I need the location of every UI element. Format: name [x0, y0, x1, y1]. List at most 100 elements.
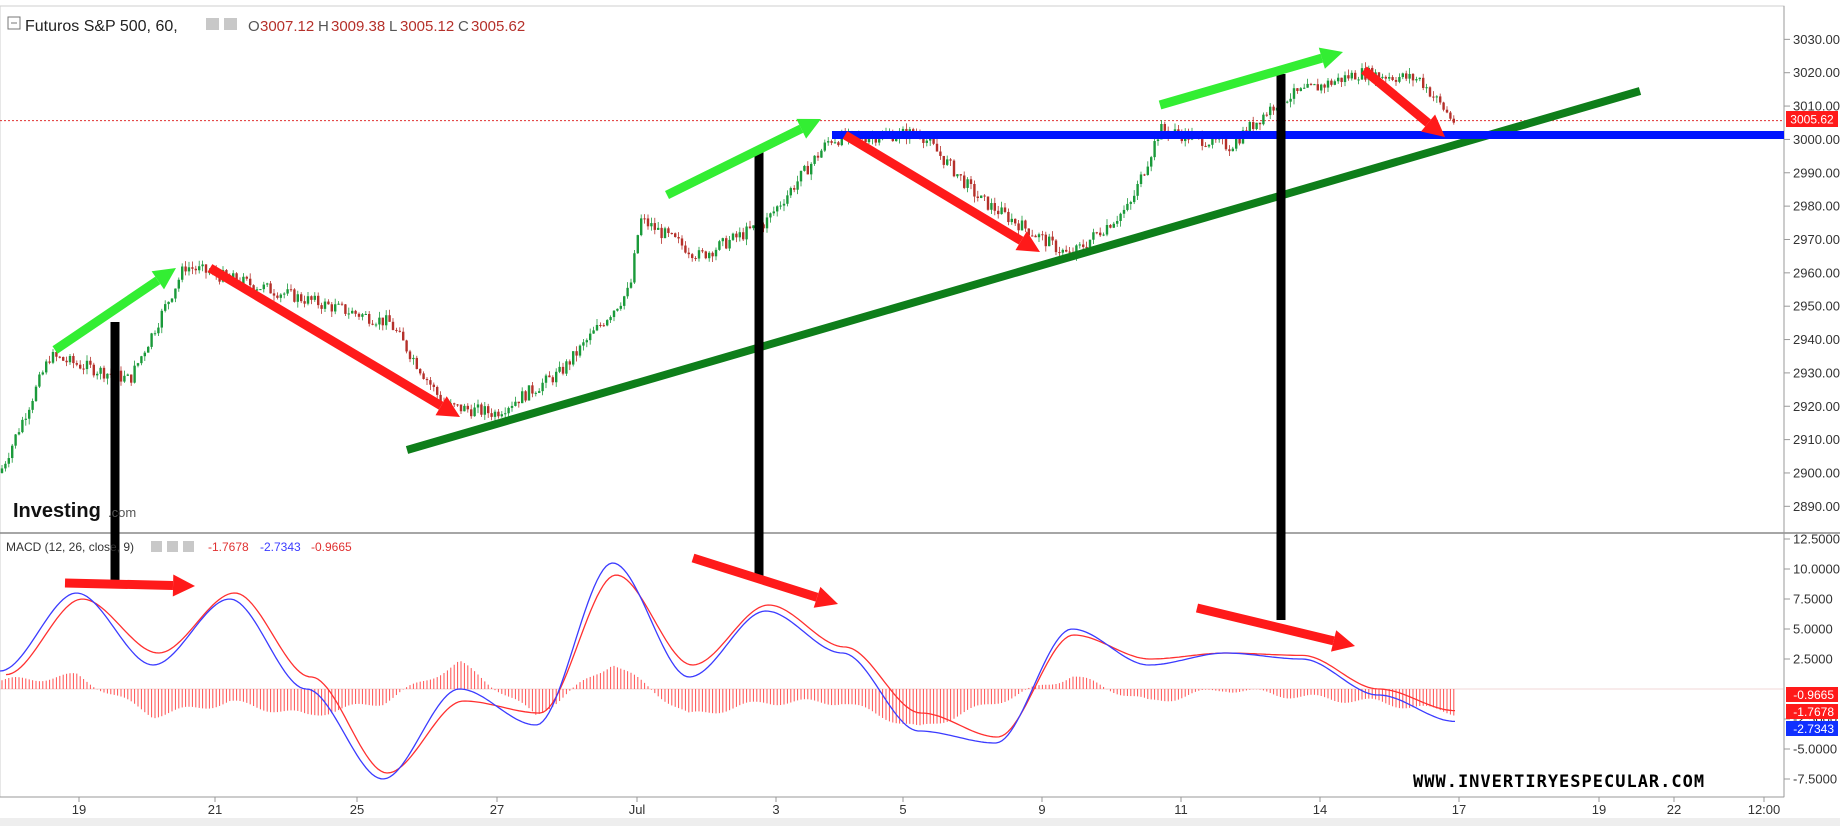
- candle-body: [1286, 101, 1289, 103]
- candle-body: [799, 170, 803, 182]
- bottom-toolbar[interactable]: [0, 818, 1840, 826]
- time-tick-label: Jul: [629, 802, 646, 817]
- candle-body: [130, 374, 133, 383]
- investing-logo: Investing .com: [13, 500, 136, 522]
- candle-body: [1343, 75, 1347, 83]
- candle-body: [391, 321, 395, 330]
- candle-body: [653, 223, 656, 230]
- candle-body: [133, 365, 136, 383]
- candle-body: [878, 139, 881, 143]
- candle-body: [1398, 77, 1401, 82]
- candle-body: [1054, 240, 1058, 253]
- candle-body: [796, 181, 799, 190]
- candle-body: [385, 315, 388, 326]
- candle-body: [1173, 129, 1177, 133]
- candle-body: [782, 203, 786, 206]
- candle-body: [320, 305, 323, 309]
- watermark: WWW.INVERTIRYESPECULAR.COM: [1413, 772, 1705, 792]
- macd-format-icon[interactable]: [167, 541, 178, 552]
- candle-body: [62, 357, 65, 361]
- candle-body: [966, 179, 969, 188]
- candle-body: [660, 227, 663, 239]
- candle-body: [578, 345, 582, 356]
- candle-body: [745, 226, 748, 240]
- candle-body: [1201, 135, 1204, 146]
- candle-body: [1102, 234, 1105, 236]
- time-tick-label: 19: [1592, 802, 1606, 817]
- candle-body: [585, 340, 588, 343]
- red-arrow-head: [813, 586, 838, 608]
- candle-body: [1255, 122, 1258, 130]
- symbol-title: Futuros S&P 500, 60,: [25, 18, 178, 35]
- collapse-icon[interactable]: [7, 16, 21, 30]
- candle-body: [306, 296, 310, 304]
- candle-body: [704, 251, 707, 259]
- candle-body: [7, 458, 10, 464]
- time-axis[interactable]: 19 21 25 27 Jul 3 5 9 11 14 17 19 22 12:00: [0, 796, 1784, 817]
- candle-body: [72, 355, 75, 364]
- candle-body: [697, 250, 701, 259]
- price-tick-label: 3000.00: [1793, 132, 1840, 147]
- candle-body: [541, 382, 544, 392]
- candle-body: [657, 227, 660, 230]
- candle-body: [1224, 138, 1228, 150]
- price-tick-label: 2960.00: [1793, 265, 1840, 280]
- candle-body: [643, 218, 646, 220]
- candle-body: [742, 232, 745, 240]
- candle-body: [925, 140, 928, 143]
- candle-body: [544, 375, 548, 383]
- candle-body: [1354, 72, 1357, 80]
- candle-body: [1377, 72, 1381, 78]
- candle-body: [993, 203, 996, 211]
- candle-body: [11, 445, 14, 459]
- candle-body: [640, 218, 643, 236]
- price-panel[interactable]: [0, 5, 1785, 534]
- candle-body: [344, 304, 347, 314]
- candle-body: [483, 406, 486, 415]
- hide-icon[interactable]: [224, 18, 237, 30]
- candle-body: [694, 258, 697, 260]
- settings-icon[interactable]: [206, 18, 219, 30]
- candle-body: [942, 155, 945, 165]
- candle-body: [793, 188, 796, 190]
- candle-body: [255, 289, 259, 291]
- candle-body: [276, 295, 279, 298]
- candle-body: [432, 384, 435, 387]
- candle-body: [1211, 135, 1214, 145]
- candle-body: [1207, 144, 1211, 147]
- candle-body: [901, 128, 905, 132]
- macd-tick-label: 7.5000: [1793, 592, 1833, 607]
- candle-body: [1235, 138, 1238, 149]
- candle-body: [728, 239, 731, 249]
- candle-body: [55, 351, 58, 357]
- candle-body: [289, 289, 293, 291]
- price-axis[interactable]: 3030.00 3020.00 3010.00 3000.00 2990.00 2980.…: [1784, 32, 1840, 514]
- candle-body: [453, 403, 456, 405]
- red-arrow-head: [435, 396, 460, 417]
- high-value: 3009.38: [331, 18, 385, 35]
- candle-body: [429, 380, 432, 385]
- green-arrow-head: [796, 118, 821, 139]
- candle-body: [765, 217, 769, 229]
- price-tick-label: 2980.00: [1793, 199, 1840, 214]
- candle-body: [65, 360, 68, 363]
- open-value: 3007.12: [260, 18, 314, 35]
- candle-body: [612, 310, 616, 318]
- open-label: O: [248, 18, 260, 35]
- candle-body: [1316, 84, 1319, 91]
- time-tick-label: 27: [490, 802, 504, 817]
- candle-body: [249, 278, 252, 286]
- macd-close-icon[interactable]: [183, 541, 194, 552]
- price-tick-label: 2940.00: [1793, 332, 1840, 347]
- candle-body: [34, 386, 38, 401]
- candle-body: [650, 223, 653, 227]
- macd-settings-icon[interactable]: [151, 541, 162, 552]
- macd-tick-label: 10.0000: [1793, 562, 1840, 577]
- macd-panel[interactable]: [0, 532, 1785, 798]
- candle-body: [572, 351, 575, 365]
- macd-tick-label: 2.5000: [1793, 652, 1833, 667]
- candle-body: [470, 409, 473, 417]
- candle-body: [422, 373, 425, 379]
- candle-body: [334, 304, 337, 312]
